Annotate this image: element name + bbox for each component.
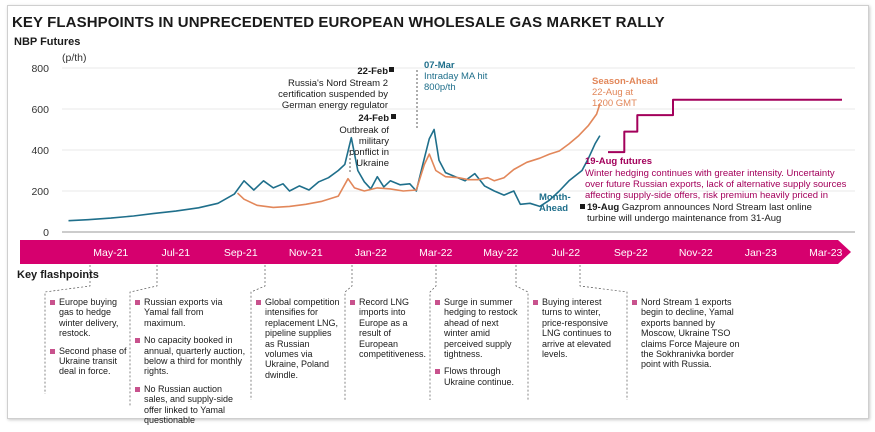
x-tick-label: Jul-22 bbox=[551, 247, 580, 259]
x-tick-label: Mar-23 bbox=[809, 247, 842, 259]
ann-season-ahead: Season-Ahead bbox=[592, 76, 658, 87]
series-19-aug-futures bbox=[608, 98, 842, 154]
y-tick-label: 0 bbox=[43, 227, 49, 239]
y-axis-unit: (p/th) bbox=[62, 52, 87, 64]
flashpoint-connector bbox=[250, 265, 266, 400]
ann-aug19-gazprom-line2: turbine will undergo maintenance from 31… bbox=[587, 213, 781, 224]
x-tick-label: May-22 bbox=[483, 247, 518, 259]
y-axis: 0 200 400 600 800 bbox=[31, 63, 49, 239]
x-tick-label: Sep-22 bbox=[614, 247, 648, 259]
x-tick-label: Nov-21 bbox=[289, 247, 323, 259]
flashpoint-item: Nord Stream 1 exports begin to decline, … bbox=[632, 297, 744, 370]
flashpoint-item: Flows through Ukraine continue. bbox=[435, 366, 522, 387]
flashpoint-item: Buying interest turns to winter, price-r… bbox=[533, 297, 623, 359]
series-group bbox=[68, 98, 842, 222]
flashpoint-item: Record LNG imports into Europe as a resu… bbox=[350, 297, 428, 359]
ann-aug19-futures-line1: Winter hedging continues with greater in… bbox=[585, 168, 835, 179]
ann-feb22-date: 22-Feb bbox=[357, 66, 388, 77]
x-tick-label: May-21 bbox=[93, 247, 128, 259]
ann-feb24-marker bbox=[391, 114, 396, 119]
ann-season-ahead-line1: 22-Aug at bbox=[592, 87, 634, 98]
flashpoint-connectors bbox=[44, 265, 628, 406]
ann-aug19-gazprom-date: 19-Aug bbox=[587, 202, 619, 213]
ann-feb22-line3: German energy regulator bbox=[282, 100, 388, 111]
ann-feb24-line4: Ukraine bbox=[356, 158, 389, 169]
ann-feb24-line3: conflict in bbox=[349, 147, 389, 158]
x-tick-label: Jan-23 bbox=[745, 247, 777, 259]
flashpoint-item: Surge in summer hedging to restock ahead… bbox=[435, 297, 522, 359]
x-tick-label: Sep-21 bbox=[224, 247, 258, 259]
series-season-ahead bbox=[236, 103, 601, 209]
series-month-ahead bbox=[68, 128, 601, 222]
ann-feb22-line1: Russia's Nord Stream 2 bbox=[288, 78, 388, 89]
flashpoint-item: No Russian auction sales, and supply-sid… bbox=[135, 384, 247, 426]
flashpoint-column-3: Global competition intensifies for repla… bbox=[256, 297, 340, 387]
chart-title: KEY FLASHPOINTS IN UNPRECEDENTED EUROPEA… bbox=[12, 14, 665, 31]
y-tick-label: 800 bbox=[31, 63, 49, 75]
y-tick-label: 200 bbox=[31, 186, 49, 198]
flashpoint-connector bbox=[44, 265, 91, 394]
x-tick-label: Nov-22 bbox=[679, 247, 713, 259]
flashpoint-connector bbox=[344, 265, 353, 400]
flashpoint-column-5: Surge in summer hedging to restock ahead… bbox=[435, 297, 522, 394]
ann-feb22-line2: certification suspended by bbox=[278, 89, 388, 100]
ann-aug19-futures-line2: over future Russian exports, lack of alt… bbox=[585, 179, 847, 190]
ann-mar07-date: 07-Mar bbox=[424, 60, 455, 71]
flashpoint-column-2: Russian exports via Yamal fall from maxi… bbox=[135, 297, 247, 432]
flashpoint-connector bbox=[129, 265, 158, 406]
grid bbox=[62, 67, 855, 233]
chart-svg: (p/th) 0 200 400 600 800 22-Feb Russia's Nor… bbox=[20, 52, 855, 406]
flashpoint-column-6: Buying interest turns to winter, price-r… bbox=[533, 297, 623, 366]
x-tick-label: Mar-22 bbox=[419, 247, 452, 259]
ann-aug19-gazprom-line1: Gazprom announces Nord Stream last onlin… bbox=[619, 202, 812, 213]
flashpoint-column-7: Nord Stream 1 exports begin to decline, … bbox=[632, 297, 744, 377]
flashpoint-column-4: Record LNG imports into Europe as a resu… bbox=[350, 297, 428, 366]
flashpoints-title: Key flashpoints bbox=[17, 269, 99, 281]
ann-month-ahead: Month- bbox=[539, 192, 571, 203]
ann-aug19-marker bbox=[580, 204, 585, 209]
time-axis-band bbox=[20, 240, 851, 264]
ann-feb24-line2: military bbox=[359, 136, 389, 147]
chart-frame bbox=[7, 5, 869, 419]
ann-season-ahead-line2: 1200 GMT bbox=[592, 98, 637, 109]
ann-month-ahead-line2: Ahead bbox=[539, 203, 568, 214]
y-tick-label: 400 bbox=[31, 145, 49, 157]
ann-aug19-futures-line3: affecting supply-side offers, risk premi… bbox=[585, 190, 828, 201]
ann-aug19-gazprom: 19-Aug Gazprom announces Nord Stream las… bbox=[587, 202, 812, 213]
ann-feb24-date: 24-Feb bbox=[358, 113, 389, 124]
flashpoint-item: Europe buying gas to hedge winter delive… bbox=[50, 297, 130, 339]
x-axis: May-21 Jul-21 Sep-21 Nov-21 Jan-22 Mar-22 May-… bbox=[93, 247, 842, 259]
ann-aug19-futures-title: 19-Aug futures bbox=[585, 156, 652, 167]
x-tick-label: Jan-22 bbox=[355, 247, 387, 259]
ann-feb22-marker bbox=[389, 67, 394, 72]
flashpoint-item: Second phase of Ukraine transit deal in … bbox=[50, 346, 130, 377]
y-tick-label: 600 bbox=[31, 104, 49, 116]
flashpoint-item: Russian exports via Yamal fall from maxi… bbox=[135, 297, 247, 328]
flashpoint-connector bbox=[515, 265, 529, 400]
flashpoint-connector bbox=[429, 265, 437, 400]
flashpoint-column-1: Europe buying gas to hedge winter delive… bbox=[50, 297, 130, 384]
flashpoint-item: Global competition intensifies for repla… bbox=[256, 297, 340, 380]
ann-mar07-line1: Intraday MA hit bbox=[424, 71, 488, 82]
chart-subtitle: NBP Futures bbox=[14, 36, 81, 48]
ann-mar07-line2: 800p/th bbox=[424, 82, 456, 93]
flashpoint-connector bbox=[579, 265, 628, 400]
flashpoint-item: No capacity booked in annual, quarterly … bbox=[135, 335, 247, 377]
ann-feb24-line1: Outbreak of bbox=[339, 125, 389, 136]
x-tick-label: Jul-21 bbox=[161, 247, 190, 259]
